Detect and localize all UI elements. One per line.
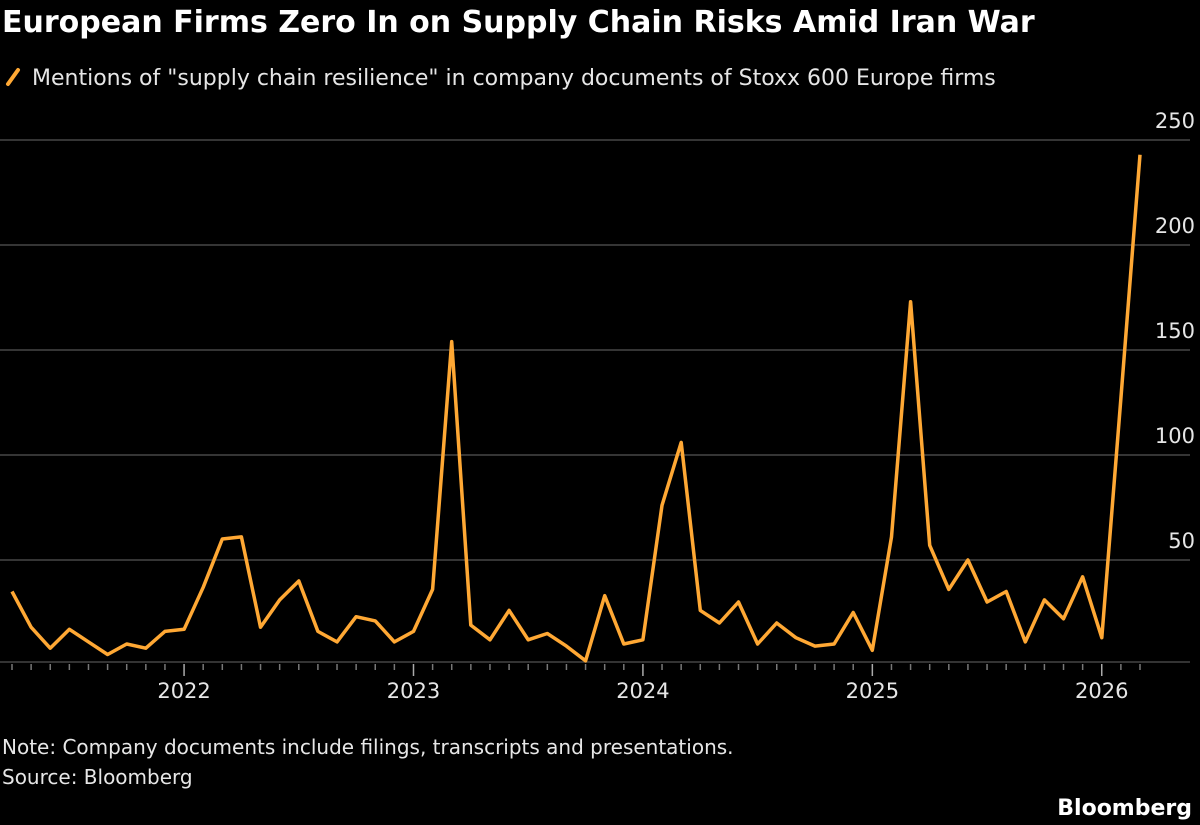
y-tick-label: 50 [1168,529,1195,553]
x-tick-label: 2026 [1075,679,1128,703]
source: Source: Bloomberg [2,765,193,789]
legend-swatch [6,68,20,86]
x-tick-label: 2025 [846,679,899,703]
x-tick-label: 2023 [387,679,440,703]
legend-label: Mentions of "supply chain resilience" in… [32,66,996,91]
y-tick-label: 150 [1155,319,1195,343]
y-tick-label: 250 [1155,109,1195,133]
chart-title: European Firms Zero In on Supply Chain R… [2,5,1035,40]
y-tick-label: 100 [1155,424,1195,448]
brand: Bloomberg [1057,796,1192,821]
note: Note: Company documents include filings,… [2,735,734,759]
x-tick-label: 2022 [157,679,210,703]
data-line [10,154,1142,663]
x-tick-label: 2024 [616,679,669,703]
y-tick-label: 200 [1155,214,1195,238]
